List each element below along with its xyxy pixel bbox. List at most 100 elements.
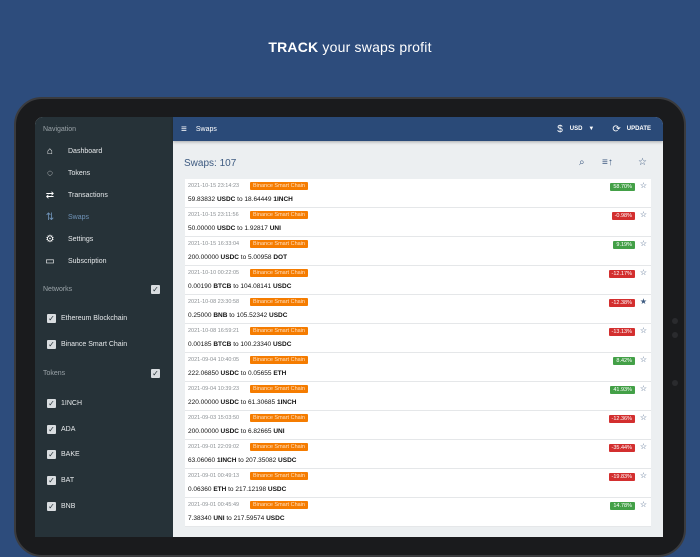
swap-row[interactable]: 2021-10-15 16:33:04 Binance Smart Chain … bbox=[185, 237, 651, 266]
monitor-icon: ▭ bbox=[45, 255, 55, 267]
swap-row[interactable]: 2021-10-08 23:30:58 Binance Smart Chain … bbox=[185, 295, 651, 324]
profit-badge: -35.44% bbox=[608, 444, 635, 452]
token-label: BNB bbox=[61, 502, 76, 510]
chain-badge: Binance Smart Chain bbox=[250, 472, 308, 480]
headline: TRACK your swaps profit bbox=[268, 39, 432, 55]
swap-row[interactable]: 2021-09-03 15:03:50 Binance Smart Chain … bbox=[185, 411, 651, 440]
swap-description: 220.00000 USDC to 61.30685 1INCH bbox=[188, 399, 297, 406]
token-label: 1INCH bbox=[61, 400, 83, 407]
swap-description: 0.00190 BTCB to 104.08141 USDC bbox=[188, 283, 292, 290]
swap-description: 50.00000 USDC to 1.92817 UNI bbox=[188, 225, 281, 232]
home-icon: ⌂ bbox=[46, 145, 54, 157]
tokens-icon: ◌ bbox=[47, 167, 53, 179]
star-outline-icon[interactable]: ☆ bbox=[639, 326, 647, 335]
network-label: Binance Smart Chain bbox=[61, 341, 128, 348]
profit-badge: -12.36% bbox=[608, 415, 635, 423]
swap-timestamp: 2021-09-04 10:40:05 bbox=[188, 357, 240, 363]
star-outline-icon[interactable]: ☆ bbox=[639, 500, 647, 509]
chain-badge: Binance Smart Chain bbox=[250, 414, 308, 422]
swap-timestamp: 2021-10-08 23:30:58 bbox=[188, 299, 240, 305]
dollar-icon: $ bbox=[557, 123, 563, 135]
swap-row[interactable]: 2021-10-15 23:11:56 Binance Smart Chain … bbox=[185, 208, 651, 237]
swap-row[interactable]: 2021-09-04 10:40:05 Binance Smart Chain … bbox=[185, 353, 651, 382]
sidebar: Navigation ⌂ Dashboard ◌ Tokens ⇄ Transaction… bbox=[35, 117, 173, 537]
star-outline-icon[interactable]: ☆ bbox=[639, 355, 647, 364]
search-icon[interactable]: ⌕ bbox=[579, 157, 585, 168]
token-checkbox[interactable]: ✓ bbox=[47, 424, 56, 434]
chevron-down-icon[interactable]: ▼ bbox=[588, 126, 595, 132]
token-checkbox[interactable]: ✓ bbox=[47, 501, 56, 511]
sidebar-item-transactions[interactable]: ⇄ Transactions bbox=[35, 185, 173, 205]
swaps-icon: ⇅ bbox=[45, 211, 55, 223]
favorites-filter-star-icon[interactable]: ☆ bbox=[638, 157, 647, 168]
sidebar-item-subscription[interactable]: ▭ Subscription bbox=[35, 251, 173, 271]
swap-timestamp: 2021-09-04 10:39:23 bbox=[188, 386, 240, 392]
star-outline-icon[interactable]: ☆ bbox=[639, 384, 647, 393]
page-title: Swaps: 107 bbox=[184, 158, 237, 169]
currency-select[interactable]: USD bbox=[569, 126, 583, 132]
star-outline-icon[interactable]: ☆ bbox=[639, 181, 647, 190]
update-button[interactable]: UPDATE bbox=[626, 126, 651, 132]
swap-timestamp: 2021-09-03 15:03:50 bbox=[188, 415, 240, 421]
token-checkbox[interactable]: ✓ bbox=[47, 450, 56, 460]
swap-description: 200.00000 USDC to 6.82665 UNI bbox=[188, 428, 285, 435]
swap-row[interactable]: 2021-10-10 00:22:05 Binance Smart Chain … bbox=[185, 266, 651, 295]
swap-description: 7.38340 UNI to 217.59574 USDC bbox=[188, 515, 285, 522]
gear-icon: ⚙ bbox=[45, 233, 55, 245]
profit-badge: -0.98% bbox=[611, 212, 635, 220]
swap-row[interactable]: 2021-09-01 00:45:49 Binance Smart Chain … bbox=[185, 498, 651, 527]
profit-badge: -12.38% bbox=[608, 299, 635, 307]
menu-icon[interactable]: ≡ bbox=[181, 123, 187, 135]
tokens-select-all-checkbox[interactable]: ✓ bbox=[151, 369, 160, 378]
swap-row[interactable]: 2021-09-01 00:49:13 Binance Smart Chain … bbox=[185, 469, 651, 498]
star-filled-icon[interactable]: ★ bbox=[639, 297, 647, 306]
refresh-icon[interactable]: ⟳ bbox=[612, 123, 621, 135]
nav-section-title: Navigation bbox=[43, 126, 77, 133]
swap-row[interactable]: 2021-09-01 22:09:02 Binance Smart Chain … bbox=[185, 440, 651, 469]
network-label: Ethereum Blockchain bbox=[61, 315, 128, 322]
swap-row[interactable]: 2021-10-15 23:14:23 Binance Smart Chain … bbox=[185, 179, 651, 208]
profit-badge: -13.13% bbox=[608, 328, 635, 336]
swap-row[interactable]: 2021-09-04 10:39:23 Binance Smart Chain … bbox=[185, 382, 651, 411]
star-outline-icon[interactable]: ☆ bbox=[639, 471, 647, 480]
token-label: BAT bbox=[61, 477, 75, 485]
profit-badge: -19.83% bbox=[608, 473, 635, 481]
chain-badge: Binance Smart Chain bbox=[250, 240, 308, 248]
networks-select-all-checkbox[interactable]: ✓ bbox=[151, 285, 160, 294]
star-outline-icon[interactable]: ☆ bbox=[639, 239, 647, 248]
token-checkbox[interactable]: ✓ bbox=[47, 399, 56, 408]
star-outline-icon[interactable]: ☆ bbox=[639, 268, 647, 277]
sort-ascending-icon[interactable]: ≡↑ bbox=[602, 157, 613, 168]
camera-dot bbox=[672, 380, 678, 386]
network-checkbox[interactable]: ✓ bbox=[47, 340, 56, 349]
chain-badge: Binance Smart Chain bbox=[250, 182, 308, 190]
swap-timestamp: 2021-09-01 00:49:13 bbox=[188, 473, 240, 479]
sidebar-item-settings[interactable]: ⚙ Settings bbox=[35, 229, 173, 249]
chain-badge: Binance Smart Chain bbox=[250, 269, 308, 277]
sidebar-item-dashboard[interactable]: ⌂ Dashboard bbox=[35, 141, 173, 161]
star-outline-icon[interactable]: ☆ bbox=[639, 442, 647, 451]
star-outline-icon[interactable]: ☆ bbox=[639, 210, 647, 219]
swap-row[interactable]: 2021-10-08 16:59:21 Binance Smart Chain … bbox=[185, 324, 651, 353]
token-label: BAKE bbox=[61, 451, 80, 459]
token-checkbox[interactable]: ✓ bbox=[47, 476, 56, 486]
swap-timestamp: 2021-10-15 23:11:56 bbox=[188, 212, 239, 218]
chain-badge: Binance Smart Chain bbox=[250, 356, 308, 364]
network-checkbox[interactable]: ✓ bbox=[47, 314, 56, 323]
swap-description: 222.06850 USDC to 0.05655 ETH bbox=[188, 370, 287, 377]
swap-timestamp: 2021-10-08 16:59:21 bbox=[188, 328, 240, 334]
swap-description: 63.06060 1INCH to 207.35082 USDC bbox=[188, 457, 297, 464]
app-bar-title: Swaps bbox=[195, 125, 217, 133]
chain-badge: Binance Smart Chain bbox=[250, 501, 308, 509]
swaps-list: 2021-10-15 23:14:23 Binance Smart Chain … bbox=[185, 179, 651, 527]
swap-description: 200.00000 USDC to 5.00958 DOT bbox=[188, 254, 288, 261]
swap-arrows-icon: ⇄ bbox=[45, 189, 55, 201]
star-outline-icon[interactable]: ☆ bbox=[639, 413, 647, 422]
sidebar-item-swaps[interactable]: ⇅ Swaps bbox=[35, 207, 173, 227]
chain-badge: Binance Smart Chain bbox=[250, 443, 308, 451]
profit-badge: 8.42% bbox=[613, 357, 635, 365]
swap-description: 0.25000 BNB to 105.52342 USDC bbox=[188, 312, 288, 319]
swap-timestamp: 2021-10-15 16:33:04 bbox=[188, 241, 240, 247]
swap-timestamp: 2021-09-01 00:45:49 bbox=[188, 502, 240, 508]
sidebar-item-tokens[interactable]: ◌ Tokens bbox=[35, 163, 173, 183]
